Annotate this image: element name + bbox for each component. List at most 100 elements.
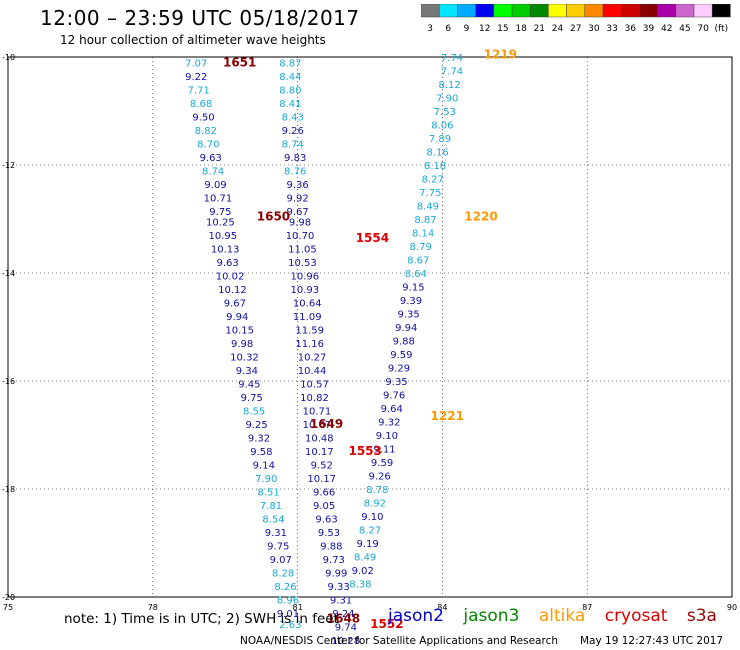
- wave-height-label: 8.51: [258, 488, 280, 499]
- colorbar-label: (ft): [715, 24, 729, 34]
- x-tick-label: 84: [437, 603, 447, 612]
- colorbar-label: 70: [697, 24, 709, 34]
- wave-height-label: 9.94: [395, 323, 417, 334]
- wave-height-label: 9.92: [286, 193, 308, 204]
- wave-height-label: 8.68: [190, 99, 212, 110]
- wave-height-label: 9.10: [361, 512, 383, 523]
- wave-height-label: 8.12: [439, 80, 461, 91]
- wave-height-label: 9.05: [313, 501, 335, 512]
- wave-height-label: 8.18: [424, 161, 446, 172]
- wave-height-label: 10.48: [305, 434, 334, 445]
- wave-height-label: 9.36: [286, 180, 308, 191]
- wave-height-label: 9.22: [185, 72, 207, 83]
- colorbar-label: 12: [479, 24, 490, 34]
- wave-height-label: 9.59: [371, 458, 393, 469]
- wave-height-label: 8.74: [202, 166, 224, 177]
- wave-height-label: 10.27: [298, 353, 327, 364]
- wave-height-label: 9.01: [277, 609, 299, 620]
- wave-height-label: 8.16: [426, 148, 448, 159]
- wave-height-label: 8.49: [417, 202, 439, 213]
- x-tick-label: 87: [582, 603, 592, 612]
- y-tick-label: -10: [2, 53, 15, 62]
- wave-height-label: 8.38: [349, 580, 371, 591]
- wave-height-label: 8.43: [282, 112, 304, 123]
- wave-height-label: 11.59: [295, 326, 324, 337]
- wave-height-label: 7.75: [419, 188, 441, 199]
- wave-height-label: 8.27: [359, 526, 381, 537]
- wave-height-label: 9.19: [356, 539, 378, 550]
- wave-height-label: 9.26: [282, 126, 304, 137]
- wave-height-label: 8.64: [405, 269, 427, 280]
- chart-subtitle: 12 hour collection of altimeter wave hei…: [60, 33, 326, 47]
- wave-height-label: 9.33: [327, 582, 349, 593]
- wave-height-label: 9.58: [250, 447, 272, 458]
- wave-height-label: 8.82: [195, 126, 217, 137]
- credit-text: NOAA/NESDIS Center for Satellite Applica…: [240, 635, 558, 647]
- wave-height-label: 10.95: [208, 231, 237, 242]
- wave-height-label: 8.70: [197, 139, 219, 150]
- wave-height-label: 8.87: [414, 215, 436, 226]
- wave-height-label: 9.24: [332, 609, 354, 620]
- wave-height-label: 9.31: [265, 528, 287, 539]
- wave-height-label: 8.28: [272, 569, 294, 580]
- chart-title: 12:00 – 23:59 UTC 05/18/2017: [40, 6, 360, 30]
- legend-s3a: s3a: [686, 606, 717, 626]
- wave-height-label: 9.39: [400, 296, 422, 307]
- wave-height-label: 9.10: [376, 431, 398, 442]
- wave-height-label: 9.99: [325, 569, 347, 580]
- wave-height-label: 9.32: [248, 434, 270, 445]
- wave-height-label: 7.90: [436, 94, 458, 105]
- wave-height-label: 9.09: [204, 180, 226, 191]
- colorbar-label: 3: [427, 24, 433, 34]
- pass-time-label: 1648: [327, 612, 360, 626]
- wave-height-label: 8.74: [282, 139, 304, 150]
- colorbar-label: 36: [625, 24, 637, 34]
- y-tick-label: -12: [2, 161, 15, 170]
- wave-height-label: 9.32: [378, 418, 400, 429]
- colorbar-swatch: [711, 4, 731, 18]
- wave-height-label: 8.92: [364, 499, 386, 510]
- wave-height-label: 10.13: [211, 245, 240, 256]
- wave-height-label: 7.07: [185, 58, 207, 69]
- satellite-legend: jason2 jason3 altika cryosat s3a: [388, 606, 731, 626]
- wave-height-label: 9.59: [390, 350, 412, 361]
- wave-height-label: 8.54: [262, 515, 284, 526]
- wave-height-label: 8.44: [279, 72, 301, 83]
- colorbar-label: 39: [643, 24, 655, 34]
- wave-height-label: 10.96: [291, 272, 320, 283]
- wave-height-label: 7.81: [260, 501, 282, 512]
- wave-height-label: 9.74: [335, 623, 357, 634]
- pass-time-label: 1553: [348, 444, 381, 458]
- wave-height-label: 9.88: [393, 337, 415, 348]
- colorbar-label: 21: [534, 24, 545, 34]
- wave-height-label: 11.16: [295, 339, 324, 350]
- y-tick-label: -18: [2, 485, 15, 494]
- wave-height-label: 7.74: [441, 67, 463, 78]
- wave-height-label: 8.14: [412, 229, 434, 240]
- wave-height-label: 9.52: [311, 461, 333, 472]
- wave-height-label: 9.98: [231, 339, 253, 350]
- wave-height-label: 9.73: [323, 555, 345, 566]
- wave-height-label: 8.55: [243, 407, 265, 418]
- wave-height-label: 10.71: [204, 193, 233, 204]
- wave-height-label: 10.67: [303, 420, 332, 431]
- wave-height-label: 9.88: [320, 542, 342, 553]
- pass-time-label: 1649: [310, 417, 343, 431]
- wave-height-label: 8.67: [407, 256, 429, 267]
- wave-height-label: 10.64: [293, 299, 322, 310]
- wave-height-label: 8.49: [354, 553, 376, 564]
- y-tick-label: -16: [2, 377, 15, 386]
- wave-height-label: 8.06: [431, 121, 453, 132]
- pass-time-label: 1219: [484, 47, 517, 61]
- wave-height-label: 9.35: [397, 310, 419, 321]
- legend-jason3: jason3: [463, 606, 520, 626]
- wave-height-label: 9.07: [270, 555, 292, 566]
- wave-height-label: 10.15: [225, 326, 254, 337]
- wave-height-label: 10.17: [307, 474, 336, 485]
- wave-height-label: 7.74: [441, 53, 463, 64]
- pass-time-label: 1552: [370, 617, 403, 631]
- wave-height-label: 8.27: [422, 175, 444, 186]
- colorbar: 3 6 9 12 15 18 21 24 27 30 33 36 39 42 45 70 (ft): [421, 4, 731, 34]
- pass-time-label: 1650: [257, 209, 290, 223]
